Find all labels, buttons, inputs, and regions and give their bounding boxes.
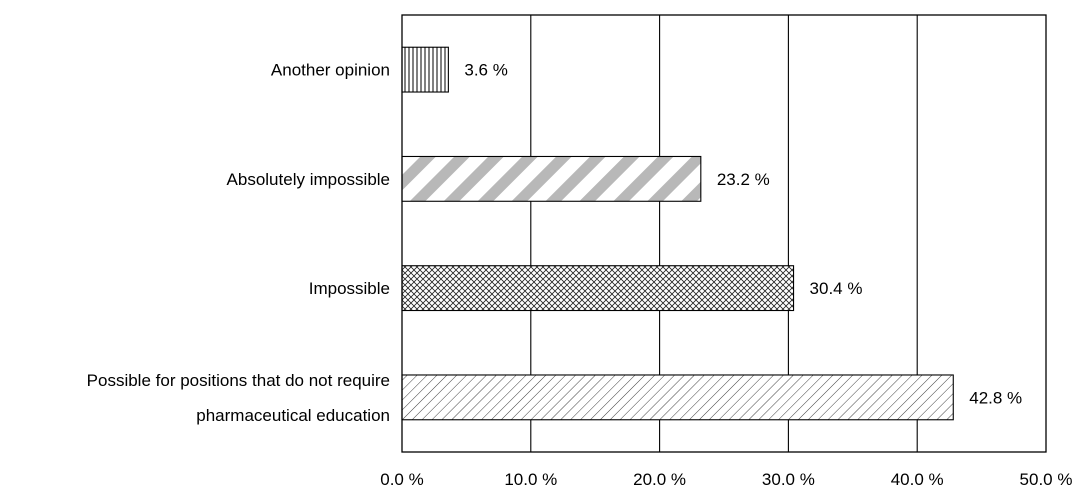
x-tick-label: 50.0 % xyxy=(1020,470,1073,489)
plot-frame xyxy=(401,14,1047,453)
category-label: Another opinion xyxy=(271,61,390,80)
bar xyxy=(401,46,449,93)
bar-value-label: 30.4 % xyxy=(810,279,863,298)
bars-group xyxy=(401,46,954,421)
x-tick-label: 30.0 % xyxy=(762,470,815,489)
x-tick-labels: 0.0 % 10.0 % 20.0 % 30.0 % 40.0 % 50.0 % xyxy=(380,470,1072,489)
category-label: Impossible xyxy=(309,279,390,298)
bar-value-label: 42.8 % xyxy=(969,388,1022,407)
bar-value-label: 23.2 % xyxy=(717,170,770,189)
x-tick-label: 40.0 % xyxy=(891,470,944,489)
x-tick-label: 10.0 % xyxy=(504,470,557,489)
x-tick-label: 0.0 % xyxy=(380,470,423,489)
category-labels: Another opinion Absolutely impossible Impo… xyxy=(87,61,390,425)
bar xyxy=(401,155,702,202)
x-tick-label: 20.0 % xyxy=(633,470,686,489)
bar xyxy=(401,265,795,312)
category-label: Possible for positions that do not requi… xyxy=(87,371,390,390)
bar-value-labels: 3.6 % 23.2 % 30.4 % 42.8 % xyxy=(464,61,1022,408)
bar xyxy=(401,374,954,421)
bar-value-label: 3.6 % xyxy=(464,61,507,80)
category-label: pharmaceutical education xyxy=(196,406,390,425)
category-label: Absolutely impossible xyxy=(227,170,390,189)
